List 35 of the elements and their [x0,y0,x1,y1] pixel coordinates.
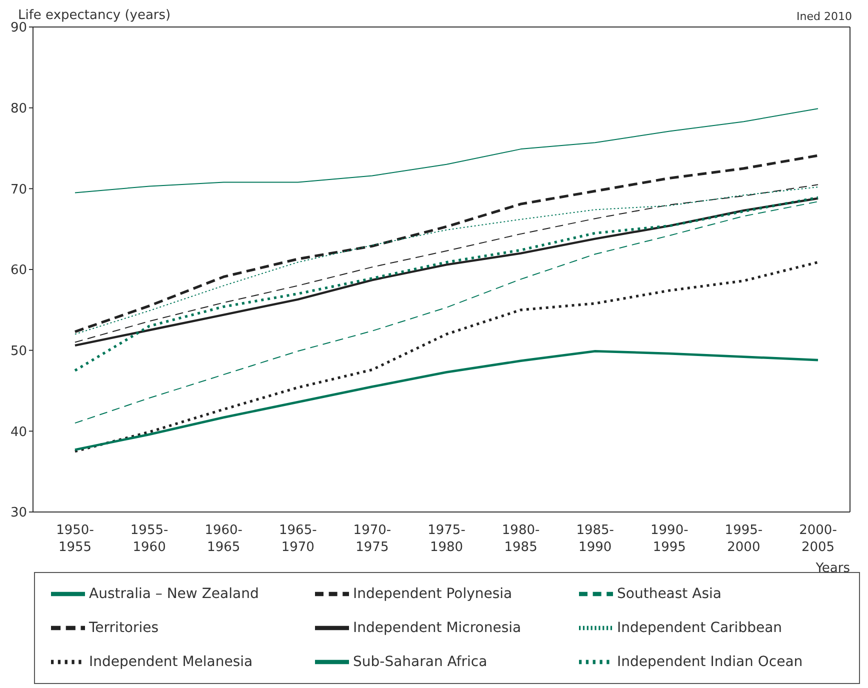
x-tick-label: 1985-1990 [576,523,614,555]
x-tick-label: 1950-1955 [56,523,94,555]
x-tick-label: 1990-1995 [650,523,689,555]
line-series [74,350,820,451]
y-tick-label: 90 [10,20,27,36]
legend-label: Independent Melanesia [89,654,254,670]
line-series [74,154,820,334]
legend-label: Australia – New Zealand [89,586,260,602]
y-tick-label: 50 [10,344,27,359]
legend-label: Independent Polynesia [353,586,514,602]
x-tick-label: 1970-1975 [353,523,392,555]
line-series [74,108,818,194]
line-series [74,260,820,453]
x-tick-label: 1960-1965 [204,523,243,555]
x-tick-label: 1980-1985 [502,523,540,555]
y-axis-title: Life expectancy (years) [18,8,171,23]
y-tick-label: 70 [10,182,27,198]
x-axis-title: Years [814,561,850,576]
x-tick-label: 1995-2000 [724,523,763,555]
legend-label: Sub-Saharan Africa [353,654,488,670]
y-tick-label: 40 [10,424,27,440]
legend-label: Independent Caribbean [617,620,784,636]
legend-label: Independent Micronesia [353,620,522,636]
line-series [74,201,818,424]
text: Ined 2010 [796,10,852,23]
y-tick-label: 30 [10,506,27,521]
y-tick-label: 80 [10,101,27,116]
x-tick-label: 2000-2005 [799,523,838,555]
legend-label: Territories [89,620,160,636]
x-tick-label: 1955-1960 [130,523,168,555]
y-tick-label: 60 [10,263,27,278]
legend-label: Independent Indian Ocean [617,654,804,670]
x-tick-label: 1965-1970 [279,523,318,555]
x-tick-label: 1975-1980 [428,523,466,555]
legend-label: Southeast Asia [617,586,722,602]
